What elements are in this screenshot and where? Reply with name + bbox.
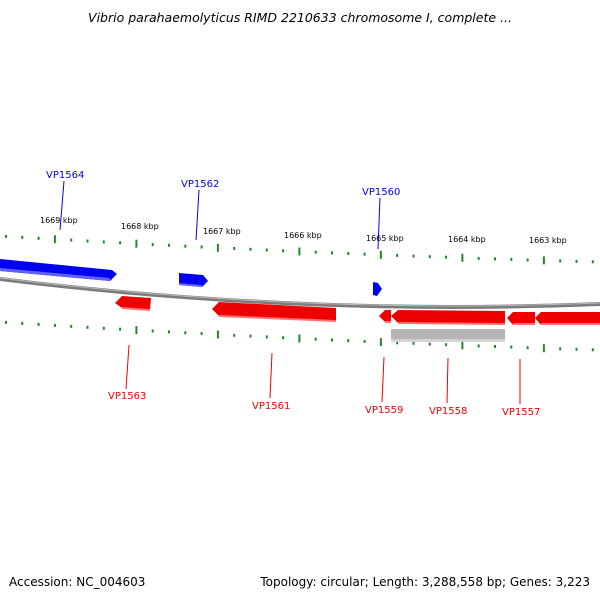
map-title: Vibrio parahaemolyticus RIMD 2210633 chr… [88, 10, 512, 25]
genome-summary-text: Topology: circular; Length: 3,288,558 bp… [260, 575, 590, 589]
scale-ticks-outer [5, 234, 594, 265]
kbp-label-1668: 1668 kbp [121, 222, 159, 231]
label-line-VP1561 [269, 352, 273, 399]
label-line-VP1563 [125, 344, 130, 390]
gene-label-VP1559[interactable]: VP1559 [365, 405, 403, 416]
label-line-VP1564 [59, 180, 65, 231]
accession-text: Accession: NC_004603 [9, 575, 146, 589]
gene-label-VP1561[interactable]: VP1561 [252, 401, 290, 412]
gene-label-VP1558[interactable]: VP1558 [429, 406, 467, 417]
gene-VP1563-arrow[interactable] [115, 296, 151, 311]
gene-VP1557-arrow[interactable] [507, 312, 535, 325]
gene-right-edge-arrow[interactable] [535, 312, 600, 325]
kbp-label-1665: 1665 kbp [366, 234, 404, 243]
kbp-label-1663: 1663 kbp [529, 236, 567, 245]
gene-label-VP1557[interactable]: VP1557 [502, 407, 540, 418]
gene-VP1560-arrow[interactable] [373, 282, 382, 296]
kbp-label-1669: 1669 kbp [40, 216, 78, 225]
gene-label-VP1560[interactable]: VP1560 [362, 187, 400, 198]
gene-label-VP1564[interactable]: VP1564 [46, 170, 84, 181]
kbp-label-1667: 1667 kbp [203, 227, 241, 236]
gene-label-VP1563[interactable]: VP1563 [108, 391, 146, 402]
gene-VP1564-arrow[interactable] [0, 259, 117, 281]
gene-label-VP1562[interactable]: VP1562 [181, 179, 219, 190]
gene-VP1559-arrow[interactable] [379, 310, 391, 323]
gene-VP1558-arrow[interactable] [391, 310, 505, 325]
scale-ticks-inner [5, 320, 594, 353]
label-line-VP1562 [195, 189, 200, 241]
gene-VP1561-arrow[interactable] [212, 302, 336, 322]
kbp-label-1666: 1666 kbp [284, 231, 322, 240]
genome-backbone [0, 277, 600, 309]
feature-gray-bar [391, 329, 505, 342]
kbp-label-1664: 1664 kbp [448, 235, 486, 244]
label-line-VP1558 [446, 357, 449, 404]
gene-VP1562-arrow[interactable] [179, 273, 208, 287]
label-line-VP1560 [377, 197, 381, 250]
label-line-VP1559 [381, 356, 385, 403]
